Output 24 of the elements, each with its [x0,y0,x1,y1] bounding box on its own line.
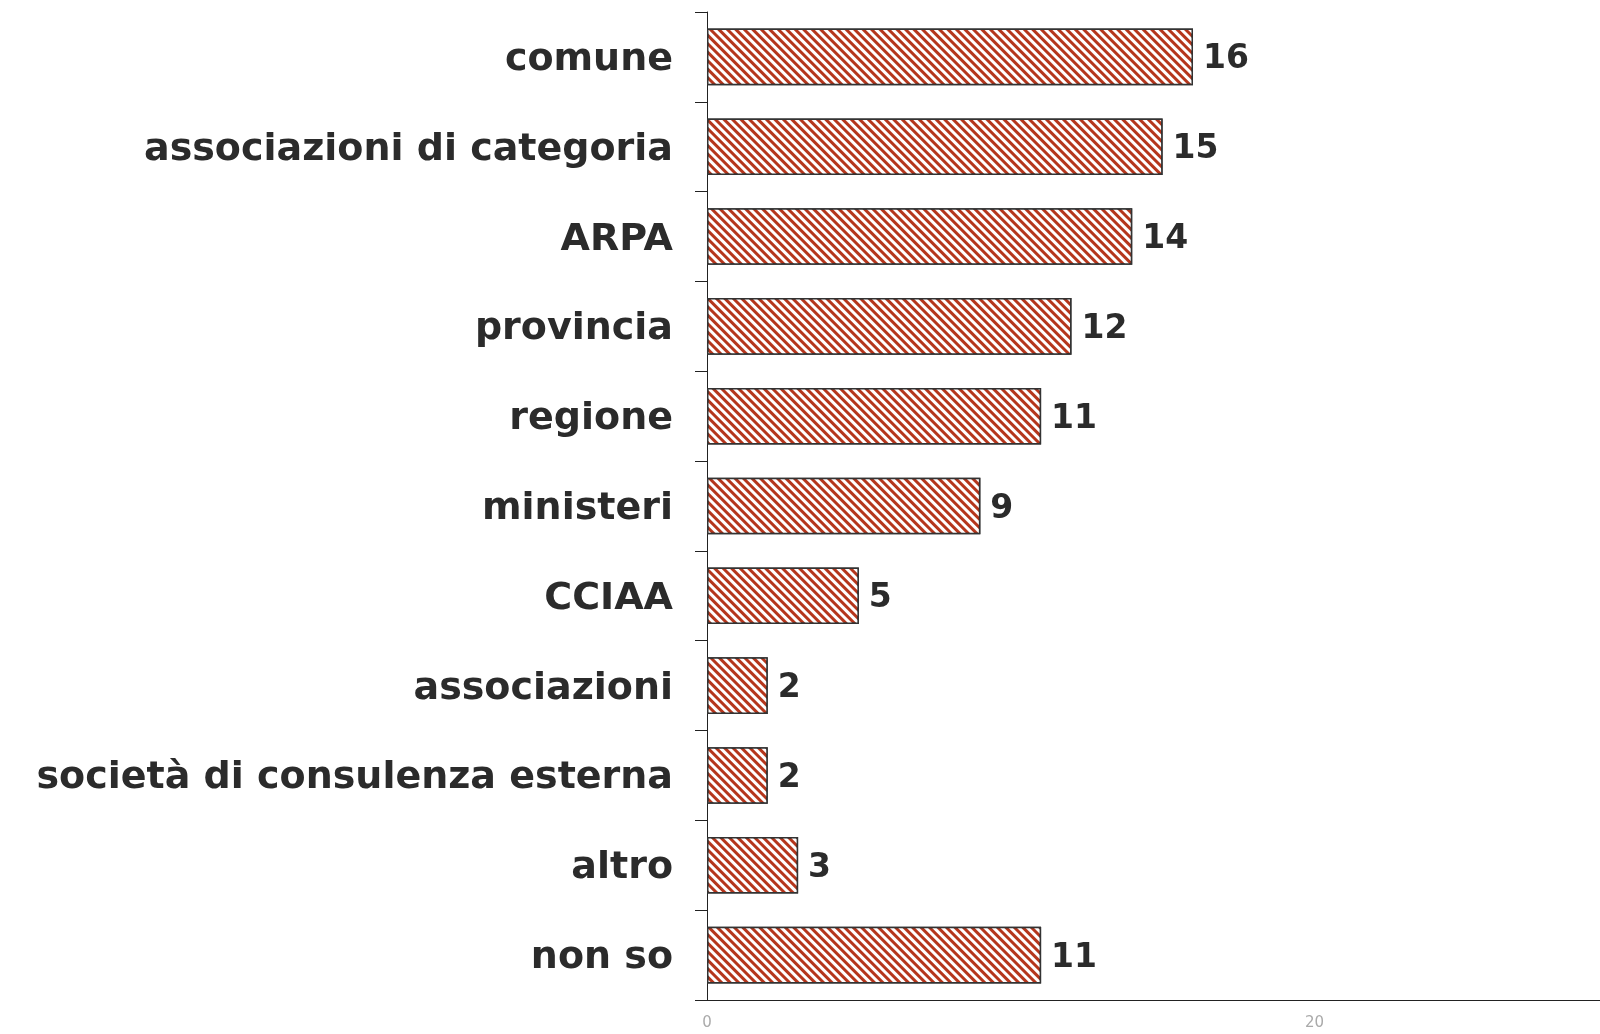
data-label: 5 [868,576,892,616]
y-tick-label: ministeri [481,484,673,528]
y-tick-label: non so [530,933,673,978]
y-tick-label: associazioni [413,663,673,708]
data-label: 12 [1081,306,1128,346]
data-label: 2 [777,755,801,795]
y-tick-label: ARPA [560,214,674,259]
x-tick-label: 0 [702,1012,712,1031]
y-tick-label: CCIAA [544,573,674,618]
y-tick-label: regione [509,394,673,439]
data-label: 11 [1051,396,1098,436]
x-tick-label: 20 [1304,1012,1325,1031]
data-label: 9 [990,486,1014,526]
data-label: 3 [808,845,832,885]
y-tick-label: società di consulenza esterna [36,753,673,798]
y-tick-label: altro [571,843,673,888]
y-tick-label: associazioni di categoria [143,124,673,169]
data-label: 16 [1202,37,1249,77]
y-tick-label: comune [504,34,673,79]
data-label: 14 [1142,217,1189,257]
data-label: 2 [777,666,801,706]
data-label: 11 [1051,935,1098,975]
y-tick-label: provincia [474,304,673,349]
data-label: 15 [1172,127,1219,167]
